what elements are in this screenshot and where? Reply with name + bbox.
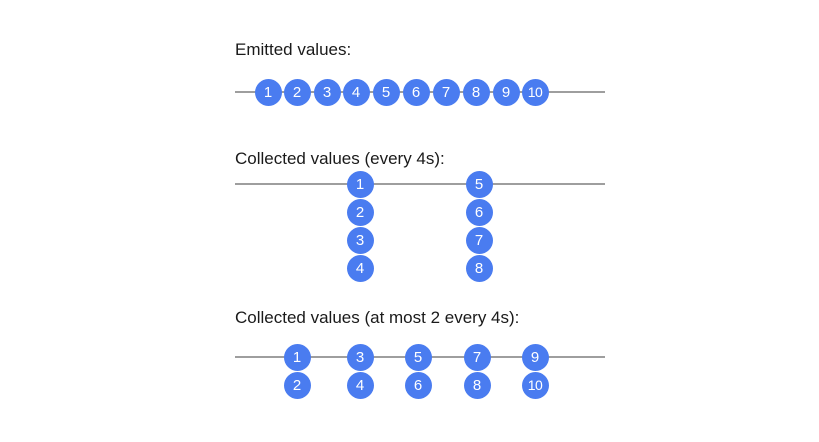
marble-8: 8: [463, 371, 491, 399]
marble-9: 9: [492, 78, 520, 106]
marble-4: 4: [346, 254, 374, 282]
marble-3: 3: [313, 78, 341, 106]
marble-8: 8: [462, 78, 490, 106]
emitted-values-label: Emitted values:: [235, 40, 352, 59]
marble-6: 6: [404, 371, 432, 399]
marble-1: 1: [346, 170, 374, 198]
marble-2: 2: [283, 78, 311, 106]
marble-5: 5: [372, 78, 400, 106]
collected-every-4s-timeline: [235, 183, 605, 185]
marble-3: 3: [346, 343, 374, 371]
marble-4: 4: [342, 78, 370, 106]
marble-7: 7: [465, 226, 493, 254]
marble-5: 5: [465, 170, 493, 198]
marble-2: 2: [283, 371, 311, 399]
marble-3: 3: [346, 226, 374, 254]
marble-6: 6: [402, 78, 430, 106]
marble-5: 5: [404, 343, 432, 371]
marble-10: 10: [521, 371, 549, 399]
marble-9: 9: [521, 343, 549, 371]
collected-at-most-2-label: Collected values (at most 2 every 4s):: [235, 308, 520, 327]
marble-7: 7: [463, 343, 491, 371]
marble-1: 1: [283, 343, 311, 371]
marble-6: 6: [465, 198, 493, 226]
marble-8: 8: [465, 254, 493, 282]
marble-7: 7: [432, 78, 460, 106]
collected-every-4s-label: Collected values (every 4s):: [235, 149, 445, 168]
marble-2: 2: [346, 198, 374, 226]
marble-4: 4: [346, 371, 374, 399]
marble-10: 10: [521, 78, 549, 106]
marble-1: 1: [254, 78, 282, 106]
